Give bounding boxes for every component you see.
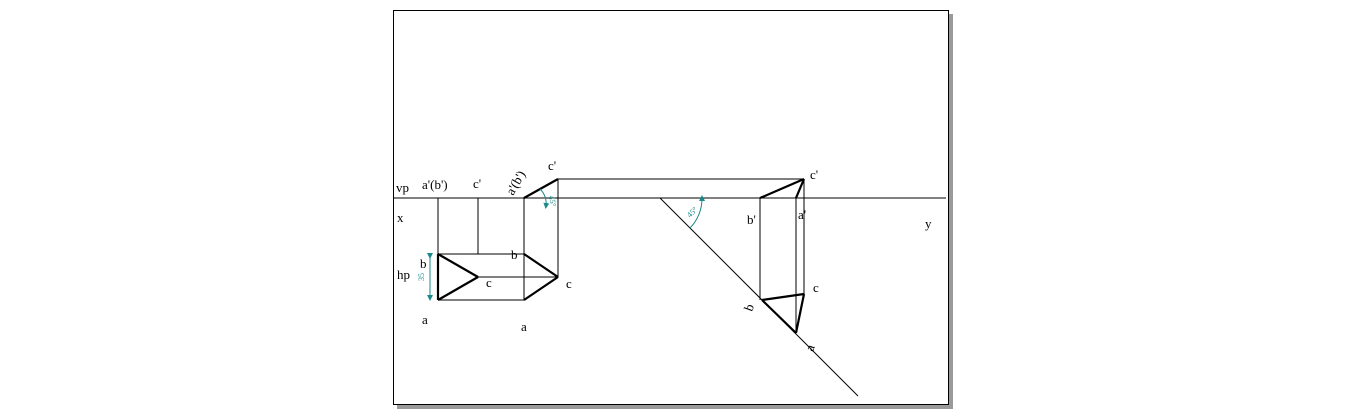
tilt-angle-text: 45° [547, 195, 558, 208]
label-aux-b: b' [747, 212, 756, 227]
label-plan2-a: a [521, 319, 527, 334]
plan1-edge-ac [437, 276, 479, 301]
ref-angle-text: 45° [685, 205, 699, 219]
label-plan1-c: c [486, 275, 492, 290]
label-hp: hp [397, 267, 410, 282]
label-tilt-ab: a'(b') [503, 168, 529, 198]
tilt-angle-arc [539, 188, 550, 209]
label-plan1-a: a [422, 312, 428, 327]
ref-angle-arc [689, 195, 706, 229]
label-aux-c: c' [810, 167, 818, 182]
aux-front-edge-ac [794, 178, 806, 199]
label-aux-a: a' [798, 207, 806, 222]
drawing-sheet [393, 10, 949, 405]
label-front-ab: a'(b') [422, 177, 448, 192]
label-vp: vp [396, 180, 409, 195]
aux-plan-edge-ab [761, 299, 797, 334]
ref-45-line [659, 197, 859, 397]
label-tilt-c: c' [548, 158, 556, 173]
aux-plan-edge-ac [794, 293, 806, 334]
aux-front-edge-bc [759, 177, 805, 200]
tilt-front-edge [523, 178, 559, 199]
aux-plan-edge-bc [761, 292, 805, 302]
label-front-c: c' [473, 176, 481, 191]
front-view-rect [437, 197, 479, 255]
label-plan2-b: b [511, 247, 518, 262]
plan2-edge-ac [523, 276, 559, 301]
label-aux-plan-c: c [813, 280, 819, 295]
plan1-edge-bc [437, 253, 479, 278]
label-aux-plan-b: b [741, 302, 757, 313]
label-plan1-b: b [420, 256, 427, 271]
height-dimension-text: 35 [417, 273, 426, 281]
plan2-edge-bc [523, 253, 559, 278]
label-plan2-c: c [566, 276, 572, 291]
label-x: x [397, 210, 404, 225]
label-aux-plan-a: a [802, 342, 818, 353]
label-y: y [925, 216, 932, 231]
